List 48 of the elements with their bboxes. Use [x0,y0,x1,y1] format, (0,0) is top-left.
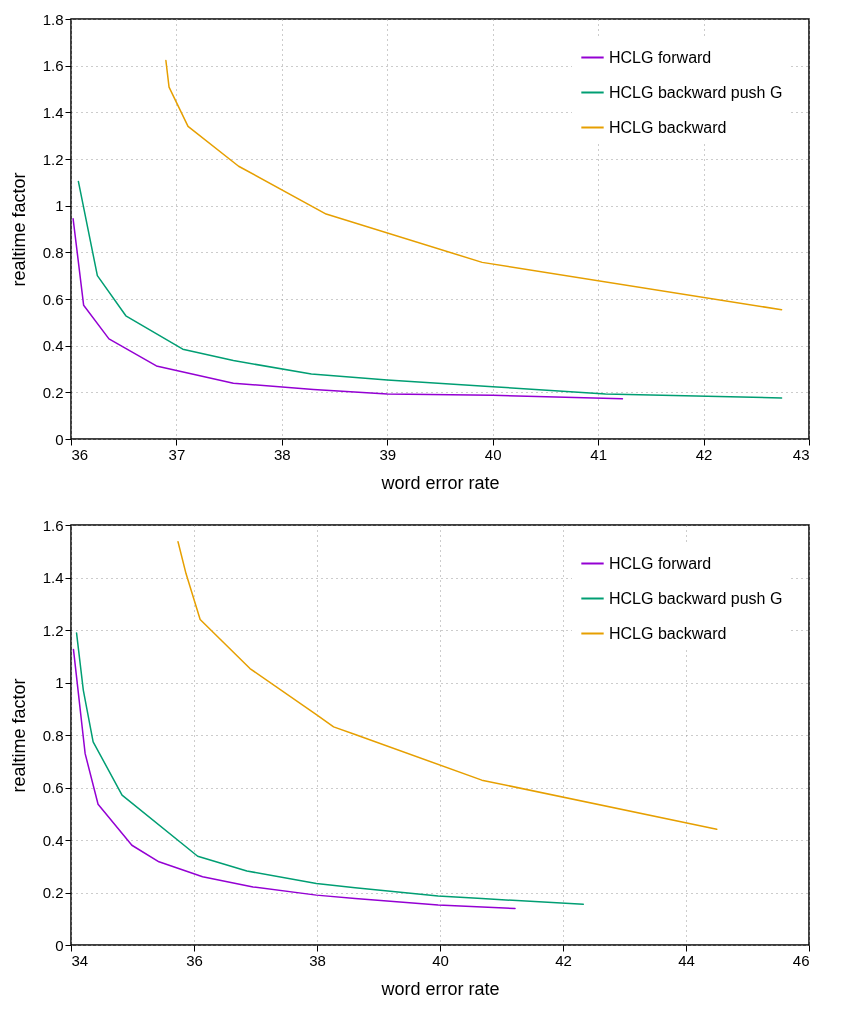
x-tick-label: 36 [186,951,203,969]
x-tick-label: 43 [792,445,810,463]
y-tick-label: 0.2 [42,884,64,901]
y-tick-label: 0.6 [42,290,64,308]
y-tick-label: 0 [55,430,64,448]
y-tick-label: 1 [55,674,64,691]
x-tick-label: 40 [484,445,502,463]
x-tick-label: 42 [695,445,713,463]
x-axis-title: word error rate [380,978,500,999]
y-tick-label: 0 [55,936,64,954]
x-tick-label: 38 [274,445,291,463]
y-tick-label: 1.2 [42,621,64,639]
legend-label: HCLG forward [609,48,712,66]
y-tick-label: 1 [55,197,64,215]
legend-label: HCLG backward [609,118,727,136]
x-tick-label: 40 [432,951,449,969]
x-tick-label: 39 [379,445,397,463]
y-tick-label: 0.8 [42,243,64,261]
x-tick-label: 44 [678,951,695,969]
y-tick-label: 0.4 [42,337,64,355]
line-series [72,217,624,400]
x-tick-label: 41 [590,445,607,463]
x-tick-label: 38 [309,951,326,969]
legend-label: HCLG forward [609,554,712,572]
x-tick-label: 36 [71,445,89,463]
y-tick-label: 1.6 [42,516,64,534]
y-tick-label: 0.8 [42,726,64,744]
legend-label: HCLG backward push G [609,589,783,607]
y-tick-label: 1.8 [42,10,64,28]
x-tick-label: 37 [168,445,186,463]
legend-label: HCLG backward [609,624,727,642]
x-tick-label: 46 [792,951,810,969]
y-tick-label: 0.2 [42,383,64,401]
y-axis-title: realtime factor [8,172,29,287]
y-axis-title: realtime factor [8,678,29,793]
line-series [77,180,783,399]
x-axis-title: word error rate [380,472,500,493]
x-tick-label: 34 [71,951,89,969]
y-tick-label: 1.2 [42,150,64,168]
y-tick-label: 1.6 [42,57,64,75]
line-series [75,632,585,906]
y-tick-label: 0.4 [42,831,64,849]
y-tick-label: 1.4 [42,569,64,586]
legend-label: HCLG backward push G [609,83,783,101]
x-tick-label: 42 [555,951,572,969]
y-tick-label: 1.4 [42,103,64,121]
line-series [72,648,516,910]
y-tick-label: 0.6 [42,779,64,796]
